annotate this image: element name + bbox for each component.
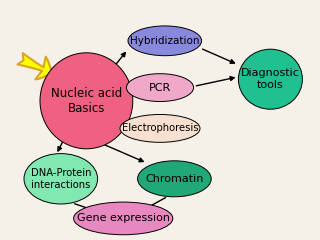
Ellipse shape	[24, 154, 98, 204]
Text: Nucleic acid
Basics: Nucleic acid Basics	[51, 87, 122, 115]
Text: Chromatin: Chromatin	[145, 174, 204, 184]
Text: PCR: PCR	[149, 83, 171, 93]
Text: Diagnostic
tools: Diagnostic tools	[241, 68, 300, 90]
Text: DNA-Protein
interactions: DNA-Protein interactions	[30, 168, 91, 190]
Text: Gene expression: Gene expression	[77, 213, 170, 223]
Ellipse shape	[120, 114, 200, 142]
Text: Hybridization: Hybridization	[130, 36, 200, 46]
Text: Electrophoresis: Electrophoresis	[122, 123, 198, 133]
Ellipse shape	[126, 74, 194, 102]
Ellipse shape	[138, 161, 211, 197]
Ellipse shape	[238, 49, 302, 109]
Ellipse shape	[128, 26, 202, 56]
Ellipse shape	[74, 202, 173, 235]
Ellipse shape	[40, 53, 133, 149]
